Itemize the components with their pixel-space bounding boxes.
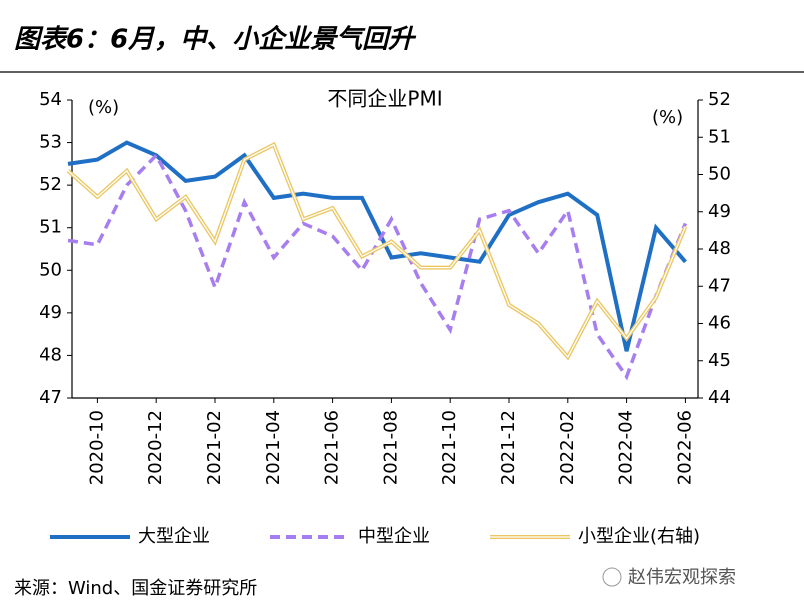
legend-label: 大型企业 (138, 526, 210, 547)
y-tick-label: 50 (39, 259, 62, 280)
series-line (67, 140, 687, 352)
y-tick-label: 48 (39, 344, 62, 365)
y-tick-label: 54 (39, 89, 62, 110)
x-tick-label: 2022-06 (674, 410, 695, 485)
x-tick-label: 2020-10 (86, 410, 107, 485)
source: 来源：Wind、国金证券研究所 (14, 578, 257, 599)
y2-tick-label: 52 (708, 89, 731, 110)
series-line-inner (67, 143, 687, 359)
y-tick-label: 53 (39, 132, 62, 153)
y2-tick-label: 49 (708, 201, 731, 222)
x-tick-label: 2021-12 (498, 410, 519, 485)
y-unit: (%) (88, 97, 119, 118)
y2-tick-label: 50 (708, 164, 731, 185)
header-title: 图表6：6月，中、小企业景气回升 (14, 25, 417, 55)
y-tick-label: 51 (39, 217, 62, 238)
y2-tick-label: 45 (708, 350, 731, 371)
y2-tick-label: 47 (708, 275, 731, 296)
x-tick-label: 2022-04 (616, 410, 637, 485)
x-tick-label: 2020-12 (145, 410, 166, 485)
y-tick-label: 47 (39, 387, 62, 408)
legend-label: 小型企业(右轴) (578, 526, 700, 547)
x-tick-label: 2022-02 (557, 410, 578, 485)
chart-title: 不同企业PMI (327, 87, 442, 111)
x-tick-label: 2021-10 (439, 410, 460, 485)
y2-unit: (%) (652, 107, 683, 128)
y2-tick-label: 51 (708, 126, 731, 147)
y-tick-label: 52 (39, 174, 62, 195)
y2-tick-label: 44 (708, 387, 731, 408)
y2-tick-label: 46 (708, 313, 731, 334)
x-tick-label: 2021-02 (204, 410, 225, 485)
x-tick-label: 2021-08 (380, 410, 401, 485)
watermark: 赵伟宏观探索 (628, 567, 736, 588)
watermark-icon (602, 567, 622, 587)
y2-tick-label: 48 (708, 238, 731, 259)
x-tick-label: 2021-04 (263, 410, 284, 485)
x-tick-label: 2021-06 (322, 410, 343, 485)
legend-label: 中型企业 (358, 526, 430, 547)
series-line (66, 141, 688, 361)
series-line (67, 152, 688, 381)
y-tick-label: 49 (39, 302, 62, 323)
